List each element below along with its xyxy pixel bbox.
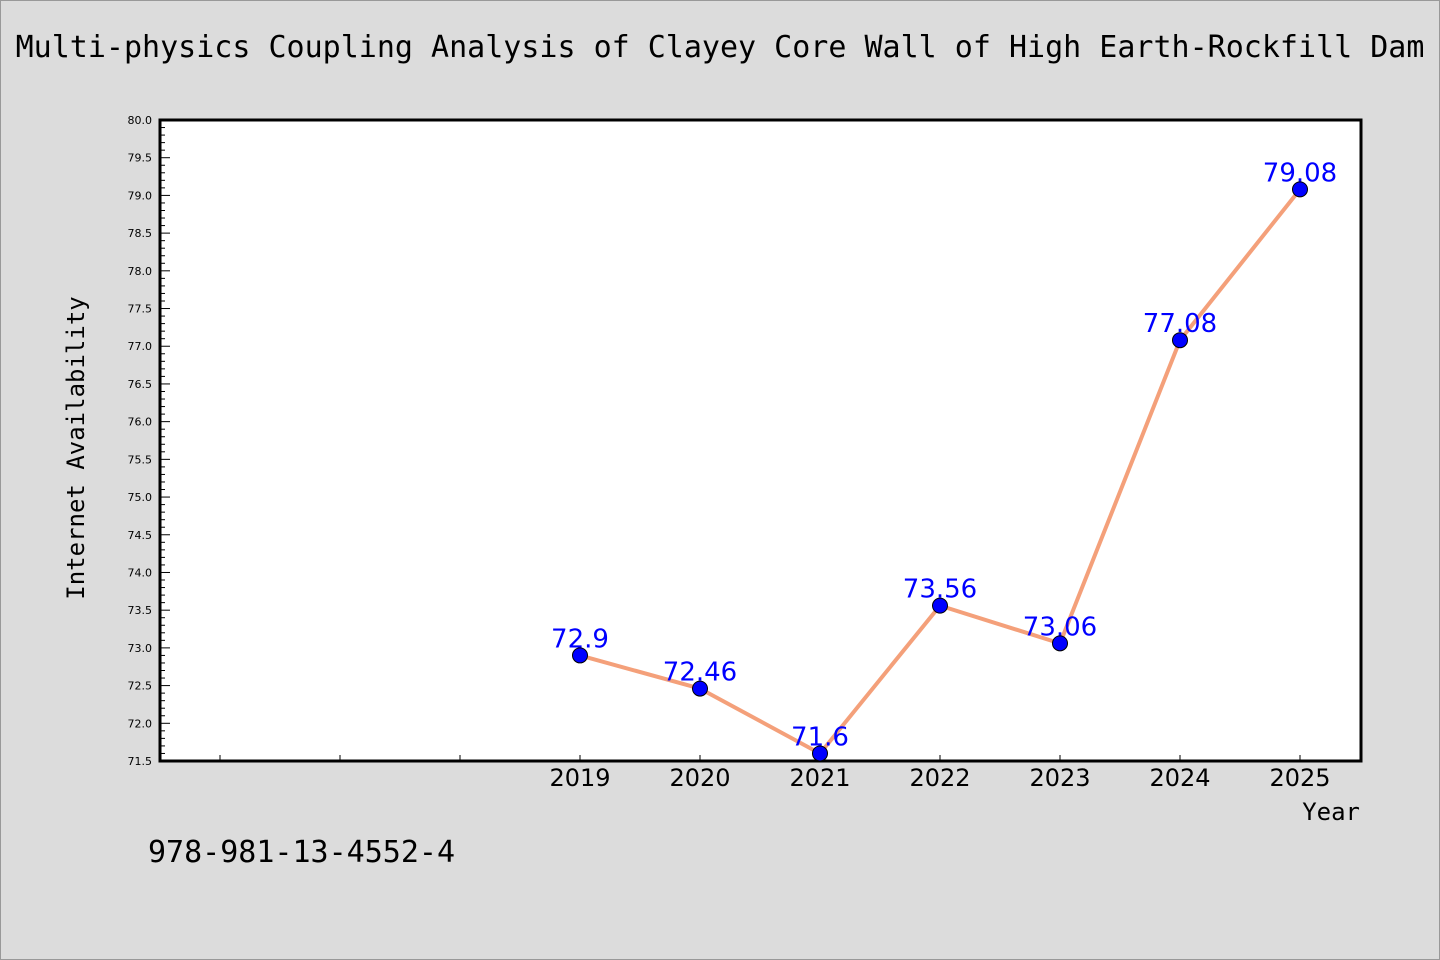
data-label: 79.08 — [1263, 158, 1337, 188]
data-label: 73.56 — [903, 575, 977, 605]
y-tick-label: 73.5 — [128, 604, 153, 617]
x-tick-label: 2019 — [549, 764, 610, 792]
data-label: 71.6 — [791, 722, 849, 752]
y-tick-label: 73.0 — [128, 642, 153, 655]
data-point — [1052, 635, 1068, 652]
x-tick-label: 2020 — [669, 764, 730, 792]
x-axis-title: Year — [1302, 798, 1360, 826]
x-tick-label: 2025 — [1269, 764, 1330, 792]
data-point — [812, 745, 828, 762]
y-tick-label: 72.0 — [128, 717, 153, 730]
x-tick-label: 2021 — [789, 764, 850, 792]
chart-title: Multi-physics Coupling Analysis of Claye… — [15, 30, 1425, 65]
y-tick-label: 71.5 — [128, 755, 153, 768]
plot-area — [158, 118, 1363, 763]
data-point — [1292, 181, 1308, 198]
data-point — [932, 597, 948, 614]
y-tick-label: 75.0 — [128, 491, 153, 504]
x-tick-label: 2024 — [1149, 764, 1210, 792]
y-tick-label: 79.0 — [128, 189, 153, 202]
y-tick-label: 75.5 — [128, 453, 153, 466]
data-label: 77.08 — [1143, 309, 1217, 339]
data-point — [572, 647, 588, 664]
x-tick-label: 2022 — [909, 764, 970, 792]
series-layer: 72.9 72.46 71.6 73.56 73.06 77.08 79.08 — [551, 158, 1337, 762]
y-tick-label: 79.5 — [128, 152, 153, 165]
y-tick-label: 74.5 — [128, 529, 153, 542]
y-tick-label: 74.0 — [128, 566, 153, 579]
x-axis-ticks: 2019 2020 2021 2022 2023 2024 2025 — [219, 755, 1331, 792]
data-label: 72.9 — [551, 624, 609, 654]
y-tick-label: 72.5 — [128, 680, 153, 693]
y-tick-label: 80.0 — [128, 114, 153, 127]
isbn-text: 978-981-13-4552-4 — [148, 835, 456, 870]
y-tick-label: 78.0 — [128, 265, 153, 278]
y-tick-label: 76.0 — [128, 416, 153, 429]
y-tick-label: 77.0 — [128, 340, 153, 353]
data-point — [1172, 332, 1188, 349]
y-tick-label: 77.5 — [128, 303, 153, 316]
data-label: 73.06 — [1023, 612, 1097, 642]
data-point — [692, 680, 708, 697]
x-tick-label: 2023 — [1029, 764, 1090, 792]
y-axis-title: Internet Availability — [62, 296, 90, 599]
y-axis-ticks: 71.5 72.0 72.5 73.0 73.5 74.0 74.5 75.0 75.5 76.0… — [128, 114, 170, 768]
y-tick-label: 76.5 — [128, 378, 153, 391]
y-tick-label: 78.5 — [128, 227, 153, 240]
data-label: 72.46 — [663, 658, 737, 688]
